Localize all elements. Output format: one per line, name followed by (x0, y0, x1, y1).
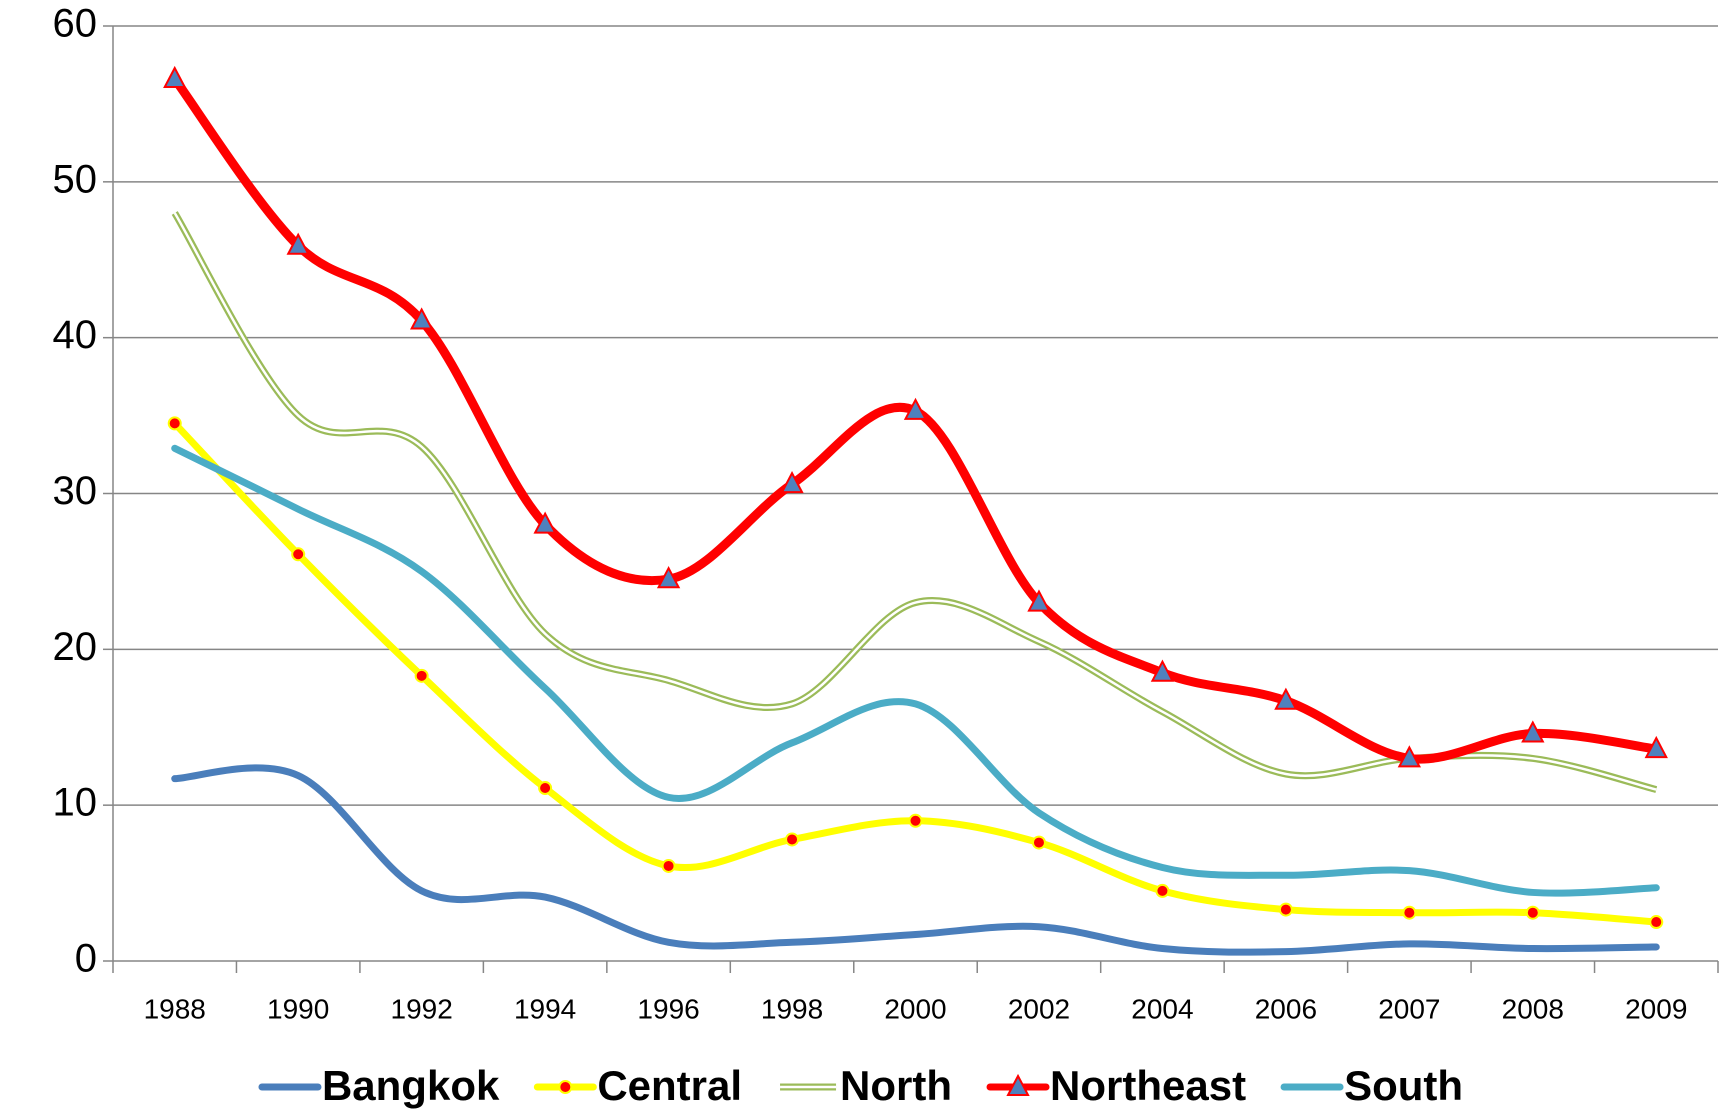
x-tick-label: 2008 (1502, 993, 1564, 1024)
y-tick-label: 60 (53, 2, 98, 46)
marker (1521, 720, 1545, 743)
marker (1155, 883, 1170, 898)
marker (661, 858, 676, 873)
marker (414, 668, 429, 683)
x-tick-label: 1996 (637, 993, 699, 1024)
marker (785, 832, 800, 847)
y-tick-label: 10 (53, 781, 98, 825)
x-tick-label: 2009 (1625, 993, 1687, 1024)
marker (1649, 915, 1664, 930)
legend-item: Central (533, 1062, 742, 1109)
y-tick-label: 20 (53, 625, 98, 669)
x-tick-label: 2002 (1008, 993, 1070, 1024)
legend: Bangkok Central North Northeast South (258, 1062, 1463, 1109)
marker (291, 547, 306, 562)
marker (656, 566, 681, 589)
x-tick-label: 1988 (144, 993, 206, 1024)
swatch-marker (558, 1080, 573, 1094)
legend-item: Northeast (986, 1062, 1246, 1109)
marker (409, 307, 434, 330)
marker (167, 416, 182, 431)
x-tick-label: 2006 (1255, 993, 1317, 1024)
legend-item: South (1280, 1062, 1463, 1109)
marker (903, 397, 928, 420)
marker (163, 65, 187, 88)
marker (1150, 659, 1175, 682)
x-tick-label: 1994 (514, 993, 576, 1024)
marker (1031, 835, 1046, 850)
marker (780, 471, 804, 494)
line (171, 444, 1660, 897)
legend-swatch (986, 1073, 1050, 1096)
marker (1027, 589, 1051, 612)
legend-item: North (780, 1062, 952, 1109)
y-tick-label: 50 (53, 157, 98, 201)
series (163, 65, 1668, 768)
legend-item: Bangkok (258, 1062, 500, 1109)
y-tick-label: 40 (53, 313, 98, 357)
y-tick-label: 0 (75, 937, 97, 981)
marker (908, 813, 923, 828)
legend-label: Bangkok (322, 1062, 500, 1109)
legend-swatch (533, 1080, 597, 1094)
swatch-marker (1006, 1073, 1030, 1096)
x-tick-label: 2000 (884, 993, 946, 1024)
legend-label: Central (597, 1062, 742, 1109)
series (167, 416, 1664, 930)
x-tick-label: 2004 (1131, 993, 1193, 1024)
marker (1525, 905, 1540, 920)
x-tick-label: 1992 (391, 993, 453, 1024)
marker (1278, 902, 1293, 917)
marker (286, 232, 310, 255)
marker (1402, 905, 1417, 920)
legend-label: Northeast (1050, 1062, 1246, 1109)
x-tick-label: 1998 (761, 993, 823, 1024)
series (171, 764, 1660, 956)
marker (533, 511, 557, 534)
marker (1644, 735, 1668, 759)
y-tick-label: 30 (53, 469, 98, 513)
marker (1274, 687, 1298, 710)
line (171, 764, 1660, 956)
legend-label: South (1344, 1062, 1463, 1109)
x-tick-label: 2007 (1378, 993, 1440, 1024)
marker (1397, 745, 1422, 768)
marker (538, 781, 553, 796)
legend-label: North (840, 1062, 952, 1109)
series (171, 444, 1660, 897)
x-tick-label: 1990 (267, 993, 329, 1024)
